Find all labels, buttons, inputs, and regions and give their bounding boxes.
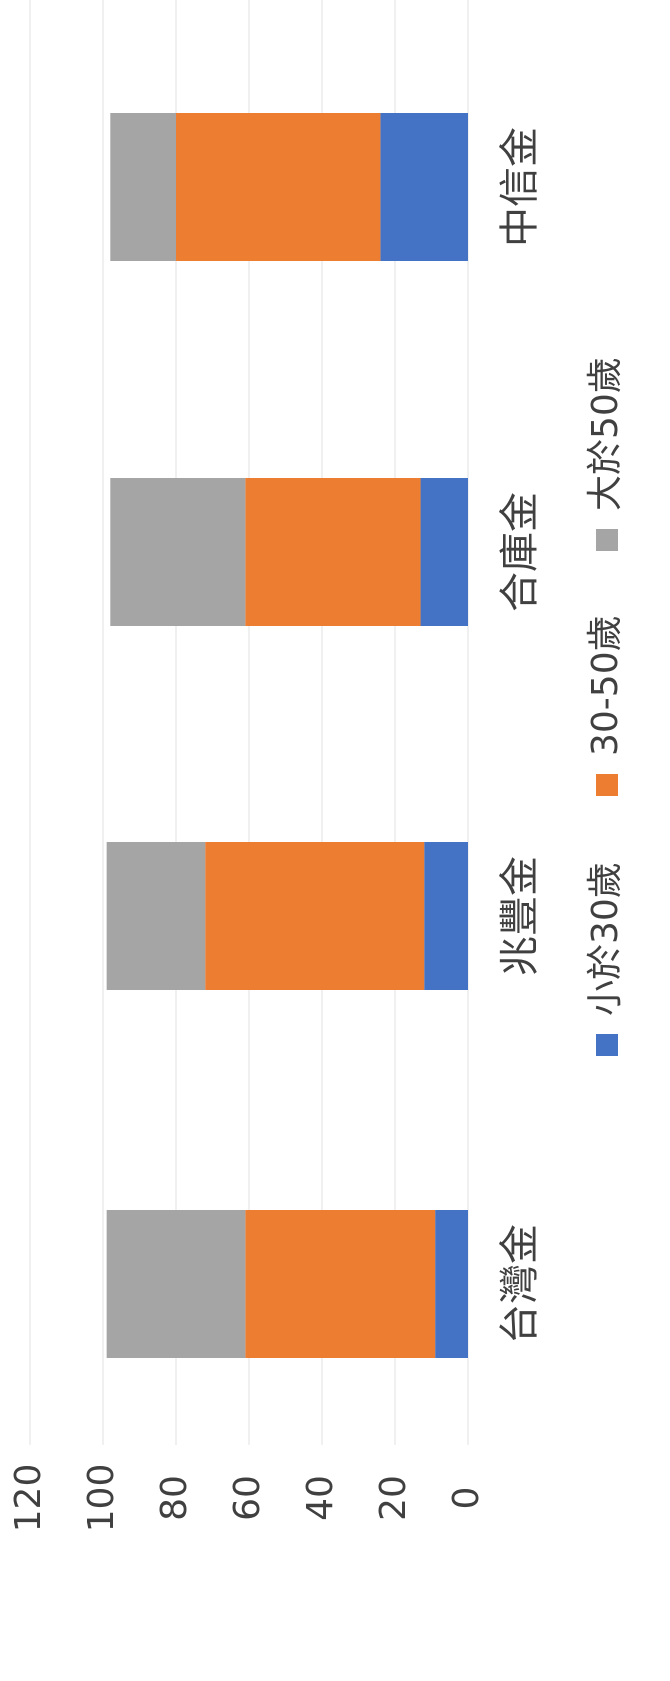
tick-label-100: 100 [81,1464,122,1533]
bar-1-小於30歲 [424,842,468,990]
legend-swatch-2 [596,529,618,551]
category-label-1: 兆豐金 [497,856,543,976]
tick-label-60: 60 [227,1475,268,1521]
category-label-2: 合庫金 [497,492,543,612]
bar-1-大於50歲 [106,842,206,990]
legend-swatch-1 [596,774,618,796]
bar-2-小於30歲 [420,478,468,626]
legend-label-1: 30-50歲 [585,615,626,756]
bar-2-30-50歲 [245,478,421,626]
tick-label-20: 20 [373,1475,414,1521]
category-label-0: 台灣金 [497,1224,543,1344]
bar-3-大於50歲 [110,113,176,261]
legend-label-0: 小於30歲 [585,862,626,1016]
tick-label-0: 0 [446,1487,487,1510]
bar-3-30-50歲 [176,113,381,261]
category-label-3: 中信金 [497,127,543,247]
legend-swatch-0 [596,1034,618,1056]
bar-0-小於30歲 [435,1210,468,1358]
bar-0-大於50歲 [106,1210,246,1358]
bar-0-30-50歲 [245,1210,436,1358]
tick-label-80: 80 [154,1475,195,1521]
tick-label-40: 40 [300,1475,341,1521]
bar-1-30-50歲 [205,842,425,990]
bar-2-大於50歲 [110,478,246,626]
legend-label-2: 大於50歲 [585,357,626,511]
tick-label-120: 120 [8,1464,49,1533]
bar-3-小於30歲 [380,113,468,261]
